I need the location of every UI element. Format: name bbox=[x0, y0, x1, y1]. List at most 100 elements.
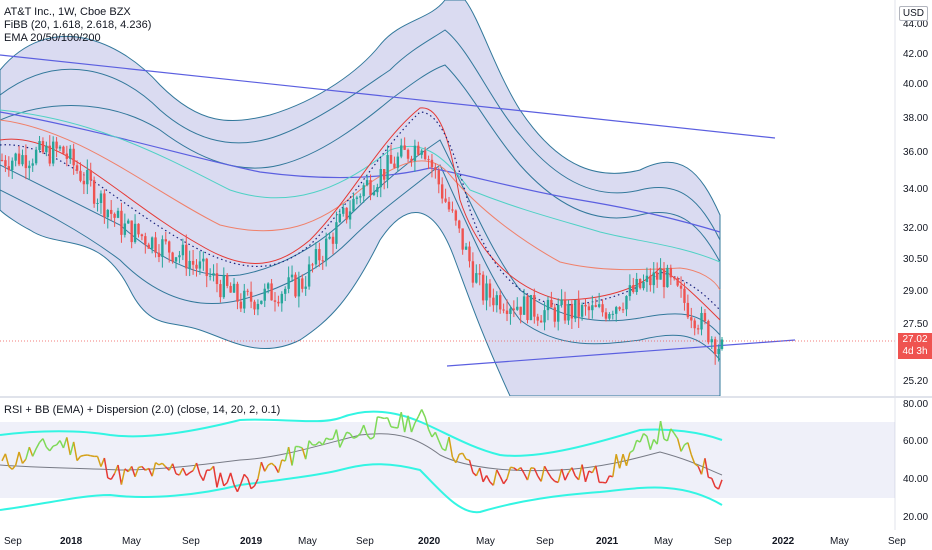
rsi-segment bbox=[386, 417, 392, 427]
rsi-segment bbox=[526, 467, 532, 481]
rsi-segment bbox=[475, 467, 481, 477]
rsi-segment bbox=[103, 457, 109, 479]
candle-body bbox=[168, 241, 171, 253]
rsi-segment bbox=[253, 478, 259, 487]
time-tick-label: 2020 bbox=[418, 536, 441, 547]
candle-body bbox=[198, 261, 202, 269]
candle-body bbox=[24, 155, 28, 169]
time-tick-label: Sep bbox=[182, 536, 200, 547]
candle-body bbox=[471, 261, 475, 283]
candle-body bbox=[229, 285, 232, 293]
candle-body bbox=[587, 306, 591, 311]
rsi-segment bbox=[127, 465, 133, 473]
candle-body bbox=[365, 180, 369, 186]
candle-body bbox=[662, 269, 666, 288]
price-tick-label: 29.00 bbox=[903, 286, 928, 297]
price-tick-label: 36.00 bbox=[903, 147, 928, 158]
rsi-segment bbox=[704, 458, 710, 478]
rsi-segment bbox=[625, 452, 631, 466]
rsi-axis[interactable]: 80.00 60.00 40.00 20.00 bbox=[903, 399, 928, 523]
rsi-segment bbox=[18, 451, 24, 464]
rsi-segment bbox=[45, 446, 51, 452]
rsi-segment bbox=[523, 473, 529, 481]
candle-body bbox=[604, 312, 608, 319]
rsi-segment bbox=[499, 476, 505, 485]
time-axis[interactable]: Sep 2018 May Sep 2019 May Sep 2020 May Sep 2021 May… bbox=[4, 536, 906, 547]
candle-body bbox=[683, 288, 686, 303]
candle-body bbox=[69, 148, 72, 159]
candle-body bbox=[389, 155, 393, 164]
candle-body bbox=[666, 267, 669, 288]
candle-body bbox=[376, 187, 379, 193]
rsi-segment bbox=[444, 436, 450, 451]
rsi-segment bbox=[612, 454, 617, 477]
ema-legend[interactable]: EMA 20/50/100/200 bbox=[4, 32, 101, 44]
candle-body bbox=[512, 308, 516, 310]
rsi-segment bbox=[591, 465, 597, 474]
rsi-segment bbox=[291, 446, 297, 466]
rsi-tick-label: 20.00 bbox=[903, 512, 928, 523]
candle-body bbox=[594, 305, 597, 307]
rsi-segment bbox=[138, 465, 143, 469]
candle-body bbox=[628, 285, 632, 297]
rsi-segment bbox=[151, 462, 157, 477]
rsi-segment bbox=[403, 415, 409, 433]
rsi-segment bbox=[482, 475, 488, 483]
candle-body bbox=[89, 170, 92, 181]
rsi-segment bbox=[342, 431, 348, 441]
candle-body bbox=[263, 288, 266, 301]
rsi-segment bbox=[370, 436, 375, 440]
candles bbox=[0, 135, 724, 365]
symbol-title[interactable]: AT&T Inc., 1W, Cboe BZX bbox=[4, 6, 131, 18]
price-tick-label: 32.00 bbox=[903, 223, 928, 234]
rsi-segment bbox=[199, 474, 204, 482]
fibb-legend[interactable]: FiBB (20, 1.618, 2.618, 4.236) bbox=[4, 19, 152, 31]
candle-body bbox=[400, 145, 403, 157]
rsi-segment bbox=[639, 433, 645, 443]
candle-body bbox=[65, 153, 69, 159]
ema-100-line bbox=[0, 109, 721, 263]
rsi-segment bbox=[161, 462, 167, 468]
candle-body bbox=[597, 304, 601, 307]
candle-body bbox=[458, 220, 461, 229]
rsi-segment bbox=[223, 482, 228, 487]
candle-body bbox=[191, 260, 195, 265]
candle-body bbox=[533, 295, 536, 317]
candle-body bbox=[273, 300, 277, 302]
candle-body bbox=[150, 237, 154, 249]
rsi-segment bbox=[666, 428, 672, 442]
rsi-segment bbox=[158, 462, 163, 466]
candle-body bbox=[256, 303, 260, 310]
candle-body bbox=[14, 153, 17, 161]
rsi-segment bbox=[384, 416, 388, 420]
rsi-segment bbox=[711, 478, 716, 488]
candle-body bbox=[133, 223, 137, 243]
rsi-segment bbox=[414, 416, 419, 424]
currency-badge[interactable]: USD bbox=[898, 6, 928, 21]
candle-body bbox=[7, 166, 11, 171]
candle-body bbox=[236, 283, 239, 302]
candle-body bbox=[522, 296, 526, 315]
rsi-segment bbox=[113, 464, 119, 474]
candle-body bbox=[505, 310, 509, 314]
candle-body bbox=[48, 145, 51, 164]
candle-body bbox=[676, 278, 679, 286]
rsi-segment bbox=[506, 467, 512, 480]
price-axis[interactable]: 44.00 42.00 40.00 38.00 36.00 34.00 32.00 30.50… bbox=[903, 19, 928, 387]
rsi-segment bbox=[264, 464, 269, 472]
rsi-segment bbox=[451, 456, 457, 464]
price-tick-label: 27.50 bbox=[903, 319, 928, 330]
candle-body bbox=[495, 295, 498, 306]
candle-body bbox=[393, 163, 396, 168]
rsi-legend: RSI + BB (EMA) + Dispersion (2.0) (close… bbox=[4, 404, 280, 417]
rsi-segment bbox=[687, 442, 693, 455]
rsi-segment bbox=[380, 416, 385, 420]
rsi-segment bbox=[540, 466, 546, 482]
candle-body bbox=[608, 314, 611, 319]
candle-body bbox=[212, 273, 215, 276]
candle-body bbox=[492, 297, 495, 306]
rsi-indicator-title[interactable]: RSI + BB (EMA) + Dispersion (2.0) (close… bbox=[4, 404, 281, 416]
rsi-segment bbox=[717, 479, 723, 490]
rsi-segment bbox=[366, 434, 372, 440]
